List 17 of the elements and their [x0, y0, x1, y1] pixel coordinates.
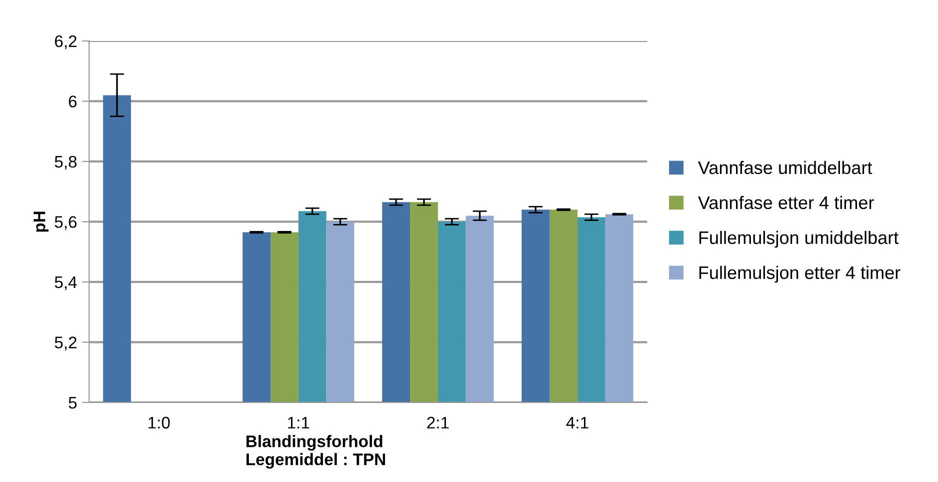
- y-tick-label: 5,2: [54, 336, 76, 350]
- x-tick-label: 1:0: [148, 416, 170, 429]
- legend-label: Vannfase umiddelbart: [698, 160, 872, 174]
- x-tick-label: 4:1: [566, 416, 588, 428]
- y-tick-label: 6: [68, 96, 77, 108]
- x-tick-label: 1:1: [288, 416, 310, 428]
- x-tick-label: 2:1: [427, 416, 449, 428]
- y-tick-label: 5,6: [54, 216, 77, 230]
- y-tick-label: 5,4: [54, 276, 77, 290]
- y-tick-label: 5,8: [54, 156, 77, 170]
- legend-label: Fullemulsjon umiddelbart: [699, 230, 899, 248]
- y-tick-label: 5: [68, 397, 77, 409]
- legend-label: Vannfase etter 4 timer: [698, 196, 874, 210]
- x-axis-title: Blandingsforhold Legemiddel : TPN: [246, 435, 386, 469]
- legend-label: Fullemulsjon etter 4 timer: [699, 266, 900, 283]
- y-tick-label: 6,2: [54, 35, 76, 50]
- y-axis-title: pH: [34, 212, 49, 232]
